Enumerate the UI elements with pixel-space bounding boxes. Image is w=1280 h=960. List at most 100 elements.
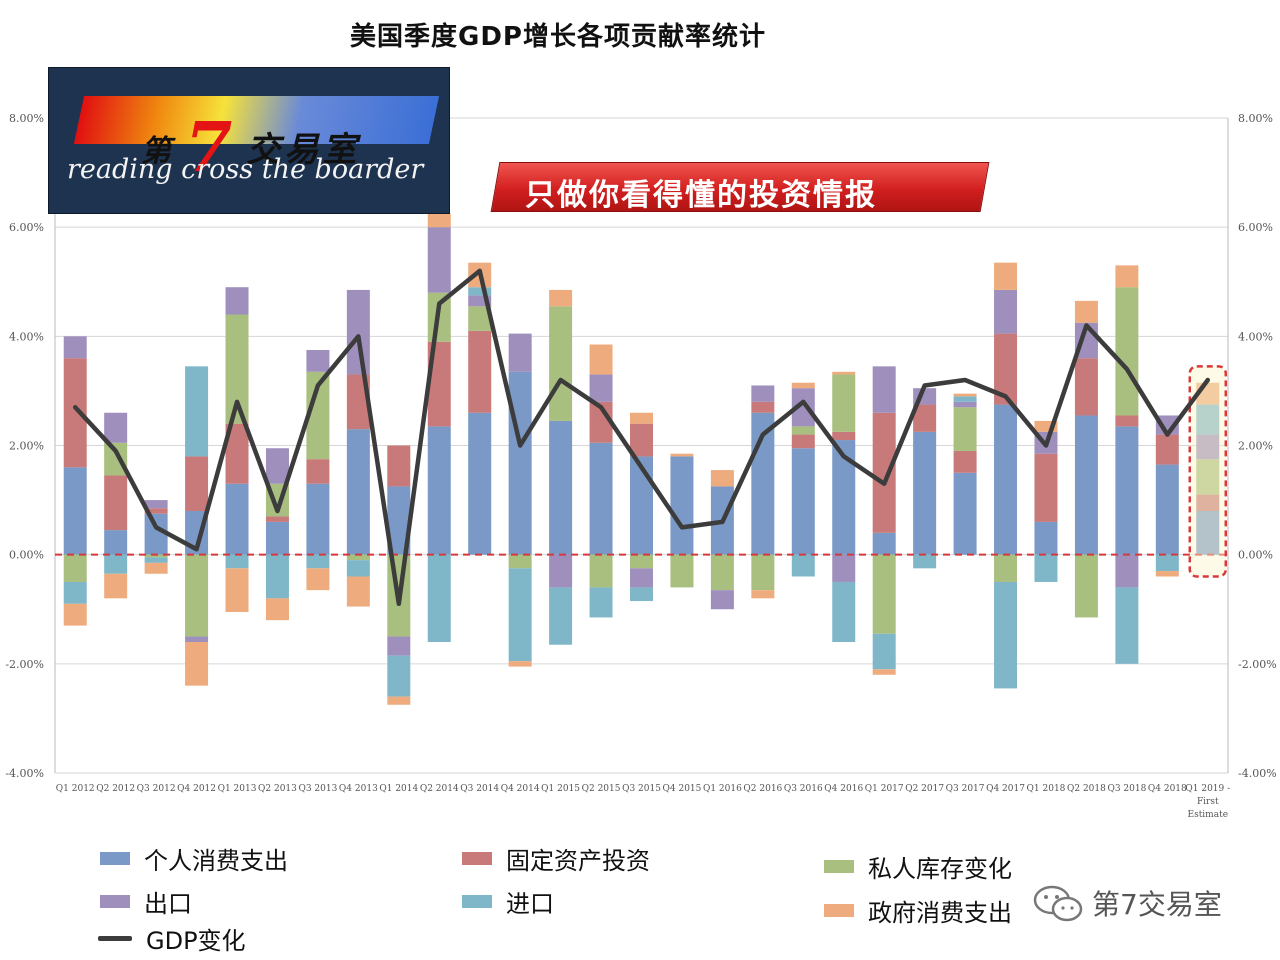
bar-segment-export [791, 388, 815, 427]
slogan-text: 只做你看得懂的投资情报 [525, 178, 877, 213]
bar-segment-export [346, 289, 370, 375]
y-axis-right: -4.00% -2.00% 0.00% 2.00% 4.00% 6.00% 8.00% [1227, 112, 1277, 780]
bar-segment-government [751, 590, 775, 599]
bar-segment-government [872, 669, 896, 675]
x-axis-labels: Q1 2012 Q2 2012 Q3 2012 Q4 2012 Q1 2013 Q2 20… [56, 784, 1230, 820]
bar-segment-investment [144, 508, 168, 514]
chart-title: 美国季度GDP增长各项贡献率统计 [350, 22, 766, 52]
bar-stack [144, 500, 168, 574]
bar-stack [913, 388, 937, 569]
bar-stack [63, 336, 87, 626]
legend-item-investment: 固定资产投资 [462, 843, 650, 875]
x-tick-label: First [1197, 797, 1219, 807]
bar-segment-export [104, 412, 128, 443]
bar-segment-export [144, 500, 168, 509]
bar-segment-consumption [1074, 415, 1098, 555]
bar-stack [104, 412, 128, 599]
bar-segment-inventory [468, 306, 492, 331]
legend-swatch-investment [462, 851, 492, 865]
bar-segment-import [791, 554, 815, 577]
bar-stack [265, 448, 289, 621]
bar-segment-export [306, 349, 330, 372]
bar-segment-investment [63, 358, 87, 468]
bar-segment-inventory [144, 554, 168, 558]
bar-segment-investment [104, 475, 128, 531]
legend-item-gdp: GDP变化 [98, 923, 246, 955]
bar-stack [994, 262, 1018, 689]
bar-segment-government [144, 562, 168, 574]
bar-segment-investment [994, 333, 1018, 405]
y-tick-label: 2.00% [9, 440, 44, 453]
bar-stack [630, 412, 653, 602]
bar-segment-consumption [1115, 426, 1139, 555]
x-tick-label: Q3 2017 [946, 784, 985, 794]
legend-swatch-government [824, 903, 854, 917]
y-tick-label: 8.00% [9, 112, 44, 125]
bar-segment-export [427, 227, 451, 293]
bar-segment-investment [265, 516, 289, 522]
bar-segment-export [185, 636, 209, 642]
bar-segment-export [872, 366, 896, 413]
bar-segment-government [185, 642, 209, 686]
bar-segment-inventory [225, 314, 249, 424]
bar-segment-government [508, 661, 532, 667]
bar-segment-government [104, 573, 128, 599]
bar-segment-government [1155, 571, 1179, 577]
x-tick-label: Q1 2018 [1027, 784, 1066, 794]
stacked-bar-chart: -4.00% -2.00% 0.00% 2.00% 4.00% 6.00% 8.00% -4… [5, 112, 1277, 820]
bar-segment-inventory [872, 554, 896, 634]
bar-segment-inventory [994, 554, 1018, 582]
x-tick-label: Q4 2017 [986, 784, 1025, 794]
bar-segment-investment [832, 431, 856, 441]
y-tick-label: 0.00% [9, 549, 44, 562]
x-tick-label: Estimate [1188, 810, 1229, 820]
bar-stack [751, 385, 775, 599]
bar-segment-investment [791, 434, 815, 449]
bar-stack [791, 382, 815, 577]
bar-segment-consumption [630, 456, 653, 555]
x-tick-label: Q1 2017 [865, 784, 904, 794]
bar-segment-import [468, 287, 492, 296]
bar-stack [953, 393, 977, 555]
bar-stack [1074, 300, 1098, 618]
x-tick-label: Q1 2015 [541, 784, 580, 794]
bar-segment-investment [1196, 494, 1220, 511]
x-tick-label: Q4 2014 [501, 784, 540, 794]
x-tick-label: Q3 2013 [298, 784, 337, 794]
x-tick-label: Q4 2016 [824, 784, 863, 794]
bar-segment-import [63, 581, 87, 604]
bar-stacks [63, 213, 1220, 705]
watermark-text: 第7交易室 [1092, 888, 1222, 921]
y-tick-label: 2.00% [1238, 440, 1273, 453]
bar-segment-export [225, 287, 249, 315]
y-tick-label: 4.00% [1238, 330, 1273, 343]
bar-segment-investment [751, 401, 775, 413]
bar-segment-government [1115, 265, 1139, 288]
bar-segment-consumption [508, 371, 532, 555]
x-tick-label: Q4 2013 [339, 784, 378, 794]
y-tick-label: 0.00% [1238, 549, 1273, 562]
bar-segment-export [508, 333, 532, 372]
bar-segment-government [1074, 300, 1098, 323]
bar-segment-government [953, 393, 977, 397]
bar-segment-consumption [265, 521, 289, 555]
bar-segment-investment [185, 456, 209, 511]
x-tick-label: Q3 2016 [784, 784, 823, 794]
bar-segment-import [508, 568, 532, 662]
bar-segment-import [225, 554, 249, 569]
bar-stack [1155, 415, 1179, 577]
bar-segment-import [1155, 554, 1179, 572]
bar-segment-inventory [589, 554, 613, 588]
bar-segment-inventory [670, 554, 694, 588]
bar-segment-export [751, 385, 775, 402]
bar-segment-investment [225, 423, 249, 484]
bar-segment-import [427, 554, 451, 642]
x-tick-label: Q2 2018 [1067, 784, 1106, 794]
bar-segment-consumption [346, 429, 370, 555]
bar-segment-government [710, 470, 734, 487]
legend-swatch-import [462, 894, 492, 908]
bar-segment-investment [913, 404, 937, 432]
bar-segment-investment [953, 450, 977, 473]
bar-stack [1115, 265, 1139, 664]
bar-segment-consumption [63, 467, 87, 555]
